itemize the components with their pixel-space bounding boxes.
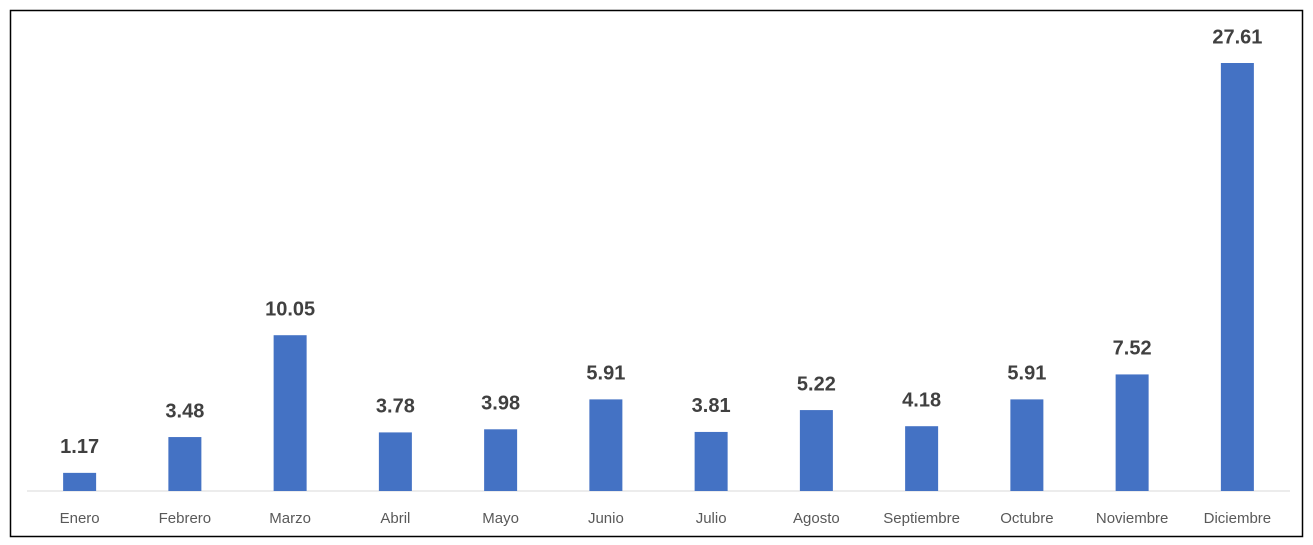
bar <box>1115 374 1149 491</box>
x-tick-label: Enero <box>60 510 100 527</box>
data-label: 5.22 <box>797 373 836 395</box>
x-tick-label: Noviembre <box>1096 510 1169 527</box>
data-label: 1.17 <box>60 436 99 458</box>
x-tick-label: Mayo <box>482 510 519 527</box>
bar <box>694 431 728 491</box>
bar <box>484 429 518 491</box>
bar <box>1010 399 1044 491</box>
x-tick-label: Septiembre <box>883 510 960 527</box>
bar <box>799 410 833 491</box>
x-tick-label: Julio <box>696 510 727 527</box>
data-label: 7.52 <box>1113 338 1152 360</box>
data-label: 5.91 <box>1007 363 1046 385</box>
data-label: 3.81 <box>692 395 731 417</box>
x-tick-label: Marzo <box>269 510 311 527</box>
bar <box>378 432 412 491</box>
data-label: 27.61 <box>1212 26 1262 48</box>
bar <box>63 472 97 491</box>
bar <box>168 437 202 491</box>
data-label: 3.78 <box>376 396 415 418</box>
x-tick-label: Febrero <box>159 510 212 527</box>
x-tick-label: Agosto <box>793 510 840 527</box>
bar <box>1220 63 1254 491</box>
x-tick-label: Abril <box>380 510 410 527</box>
x-tick-label: Octubre <box>1000 510 1053 527</box>
bar <box>273 335 307 491</box>
data-label: 3.48 <box>165 400 204 422</box>
chart-frame <box>9 9 1304 538</box>
bar <box>905 426 939 491</box>
bar <box>589 399 623 491</box>
x-tick-label: Diciembre <box>1204 510 1272 527</box>
data-label: 3.98 <box>481 393 520 415</box>
data-label: 5.91 <box>586 363 625 385</box>
x-tick-label: Junio <box>588 510 624 527</box>
data-label: 4.18 <box>902 389 941 411</box>
data-label: 10.05 <box>265 298 315 320</box>
